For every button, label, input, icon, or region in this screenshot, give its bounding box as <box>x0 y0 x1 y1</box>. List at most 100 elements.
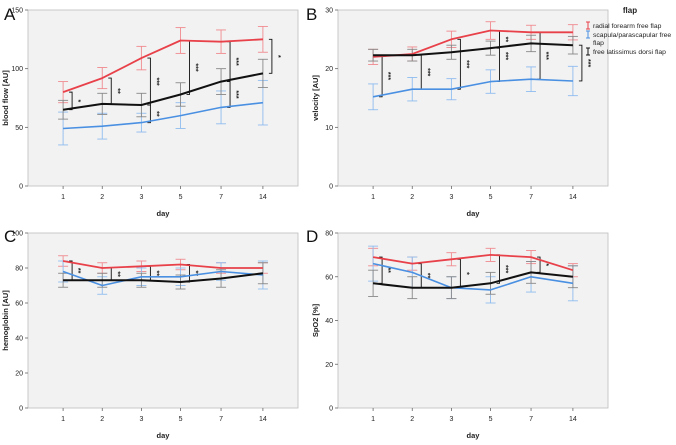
x-tick-label: 7 <box>529 416 533 423</box>
significance-stars: *** <box>152 77 159 85</box>
error-bar <box>58 99 69 120</box>
significance-stars: *** <box>232 90 239 98</box>
significance-stars: ** <box>74 268 81 274</box>
series-line-radial <box>62 260 263 269</box>
significance-stars: * <box>542 263 549 266</box>
x-tick-label: 14 <box>259 416 267 423</box>
x-tick-label: 5 <box>179 416 183 423</box>
plot-area <box>27 232 299 409</box>
y-axis-label: hemoglobin [AU] <box>1 290 10 351</box>
significance-stars: ** <box>423 273 430 279</box>
error-bar <box>257 58 268 88</box>
legend-title: flap <box>623 6 637 15</box>
significance-stars: *** <box>462 60 469 68</box>
significance-stars: ** <box>152 271 159 277</box>
series-line-scapula <box>372 262 574 291</box>
y-tick-label: 30 <box>325 8 333 15</box>
significance-bracket <box>69 91 73 111</box>
significance-stars: *** <box>384 72 391 80</box>
series-line-scapula <box>63 101 263 130</box>
x-tick-label: 5 <box>179 194 183 201</box>
y-tick-label: 20 <box>325 362 333 369</box>
x-tick-label: 14 <box>569 194 577 201</box>
significance-stars: ** <box>113 271 120 277</box>
plot-area <box>27 9 299 187</box>
y-tick-label: 10 <box>325 125 333 132</box>
x-tick-label: 14 <box>259 194 267 201</box>
x-tick-label: 2 <box>100 194 104 201</box>
significance-bracket <box>227 81 231 108</box>
legend-label: scapula/parascapular free <box>593 32 671 39</box>
significance-stars: ** <box>113 88 120 94</box>
significance-stars: *** <box>192 63 199 71</box>
x-tick-label: 2 <box>410 416 414 423</box>
significance-stars: ** <box>384 267 391 273</box>
significance-stars: * <box>74 100 81 103</box>
panel-letter: A <box>4 5 16 24</box>
bracket-line <box>268 38 273 74</box>
x-tick-label: 3 <box>139 416 143 423</box>
x-axis-label: day <box>157 209 171 218</box>
x-tick-label: 3 <box>449 416 453 423</box>
bracket-line <box>457 38 461 90</box>
y-tick-label: 0 <box>329 406 333 413</box>
y-axis-label: SpO2 [%] <box>311 303 320 337</box>
significance-stars: ** <box>502 37 509 43</box>
legend-label: flap <box>593 40 604 47</box>
x-tick-label: 1 <box>61 416 65 423</box>
y-tick-label: 60 <box>15 301 23 308</box>
x-tick-label: 2 <box>100 416 104 423</box>
significance-stars: *** <box>542 52 549 60</box>
x-tick-label: 2 <box>410 194 414 201</box>
y-tick-label: 40 <box>15 336 23 343</box>
y-tick-label: 100 <box>11 231 23 238</box>
y-tick-label: 20 <box>325 66 333 73</box>
y-axis-label: blood flow [AU] <box>1 70 10 126</box>
y-tick-label: 0 <box>19 406 23 413</box>
series-line-scapula <box>372 78 573 98</box>
significance-stars: *** <box>232 58 239 66</box>
series-line-radial <box>372 253 574 272</box>
x-tick-label: 7 <box>529 194 533 201</box>
y-tick-label: 100 <box>11 66 23 73</box>
significance-bracket <box>578 44 583 82</box>
significance-stars: ** <box>192 271 199 277</box>
significance-stars: * <box>274 55 281 58</box>
significance-bracket <box>268 38 273 74</box>
x-tick-label: 5 <box>489 194 493 201</box>
error-bar <box>257 262 268 285</box>
x-tick-label: 1 <box>61 194 65 201</box>
y-tick-label: 150 <box>11 8 23 15</box>
y-tick-label: 50 <box>15 125 23 132</box>
y-tick-label: 60 <box>325 274 333 281</box>
series-line-radial <box>62 38 263 93</box>
x-tick-label: 3 <box>139 194 143 201</box>
y-tick-label: 40 <box>325 318 333 325</box>
series-line-latissimus <box>373 42 573 57</box>
y-tick-label: 20 <box>15 371 23 378</box>
legend-label: radial forearm free flap <box>593 23 662 30</box>
bracket-line <box>69 91 73 111</box>
y-axis-label: velocity [AU] <box>311 75 320 121</box>
significance-stars: * <box>462 272 469 275</box>
x-tick-label: 1 <box>371 194 375 201</box>
panel-letter: B <box>306 5 317 24</box>
significance-stars: *** <box>584 59 591 67</box>
x-tick-label: 5 <box>489 416 493 423</box>
bracket-line <box>227 81 231 108</box>
significance-bracket <box>457 38 461 90</box>
legend-item: radial forearm free flap <box>586 21 662 30</box>
significance-bracket <box>147 104 151 124</box>
series-line-scapula <box>62 270 263 287</box>
series-line-latissimus <box>62 72 264 111</box>
x-tick-label: 3 <box>449 194 453 201</box>
y-tick-label: 0 <box>329 184 333 191</box>
series-line-latissimus <box>372 271 574 289</box>
bracket-line <box>147 104 151 124</box>
series-line-latissimus <box>63 272 264 283</box>
x-tick-label: 7 <box>219 194 223 201</box>
significance-stars: *** <box>502 265 509 273</box>
y-tick-label: 80 <box>325 231 333 238</box>
x-axis-label: day <box>467 209 481 218</box>
